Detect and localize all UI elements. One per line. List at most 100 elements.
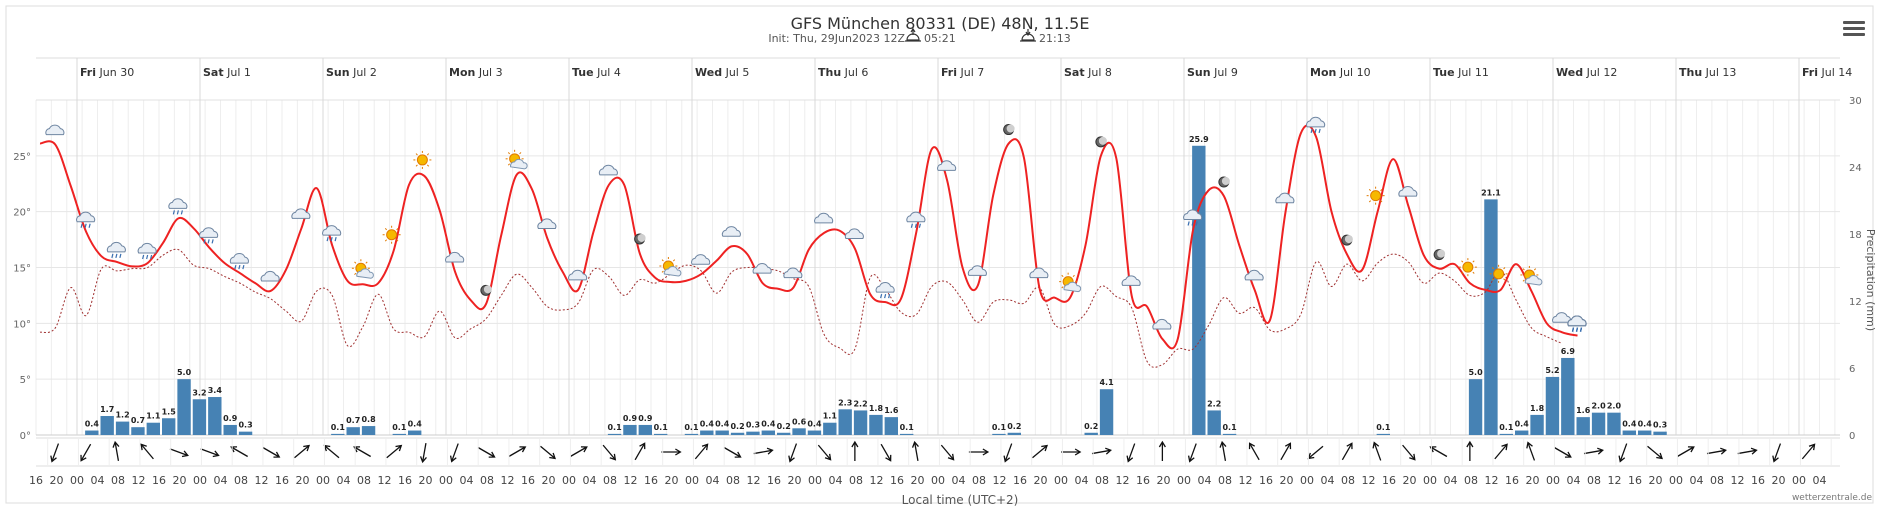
hour-label: 04	[214, 474, 228, 487]
hour-label: 12	[501, 474, 515, 487]
precip-bar	[1607, 412, 1621, 435]
cloud-icon	[1121, 275, 1141, 286]
wind-arrow	[449, 443, 459, 463]
weather-icons	[45, 116, 1587, 332]
hour-label: 12	[1485, 474, 1499, 487]
precip-label: 0.4	[1638, 420, 1653, 429]
precip-bar	[1376, 433, 1390, 435]
precip-bar	[869, 414, 883, 435]
hour-label: 20	[1157, 474, 1171, 487]
y-right-tick: 6	[1849, 364, 1855, 375]
day-label: Fri Jul 14	[1802, 66, 1852, 79]
cloud-rain-icon	[106, 241, 126, 259]
cloud-icon	[568, 269, 588, 281]
cloud-icon	[291, 208, 311, 219]
cloud-icon	[445, 251, 465, 263]
precip-bar	[361, 426, 376, 435]
hour-label: 12	[132, 474, 146, 487]
hour-label: 20	[296, 474, 310, 487]
hamburger-menu-button[interactable]	[1843, 18, 1865, 40]
day-label: Tue Jul 11	[1433, 66, 1489, 79]
precip-bar	[238, 431, 253, 435]
precip-label: 0.1	[684, 423, 699, 432]
wind-arrow	[1554, 446, 1572, 458]
hour-label: 16	[890, 474, 904, 487]
precip-label: 1.8	[1530, 404, 1545, 413]
y-left-tick: 15°	[13, 264, 31, 275]
precip-label: 0.4	[85, 420, 100, 429]
cloud-icon	[1244, 269, 1264, 281]
precip-label: 6.9	[1561, 347, 1576, 356]
day-label: Thu Jul 6	[818, 66, 868, 79]
wind-arrow	[1032, 444, 1049, 459]
hour-label: 00	[685, 474, 699, 487]
wind-arrow	[1280, 442, 1292, 461]
precip-label: 0.1	[1499, 423, 1514, 432]
cloud-icon	[260, 270, 280, 282]
wind-arrow	[880, 443, 892, 462]
hour-label: 20	[50, 474, 64, 487]
wind-arrow	[940, 444, 955, 461]
precip-bar	[638, 424, 652, 435]
hour-label: 00	[70, 474, 84, 487]
precip-label: 0.2	[730, 422, 744, 431]
precip-label: 0.2	[1084, 422, 1098, 431]
hour-label: 08	[1587, 474, 1601, 487]
wind-arrow	[911, 440, 919, 461]
precip-bar	[162, 418, 176, 435]
sun-cloud-icon	[505, 149, 528, 170]
precip-bar	[115, 421, 130, 435]
precip-bar	[777, 432, 791, 435]
wind-arrow	[50, 443, 60, 463]
cloud-icon	[691, 254, 711, 265]
precip-label: 0.6	[792, 417, 807, 426]
wind-arrow	[661, 448, 682, 456]
hour-label: 00	[1177, 474, 1191, 487]
hour-label: 16	[275, 474, 289, 487]
y-axis-right: 0 6 12 18 24 30	[1849, 96, 1862, 442]
wind-arrow	[112, 440, 120, 461]
precip-label: 0.4	[807, 420, 822, 429]
precip-label: 0.2	[777, 422, 791, 431]
wind-arrow	[1801, 443, 1816, 460]
precip-bar	[1222, 433, 1237, 435]
hour-label: 04	[337, 474, 351, 487]
precip-label: 0.4	[1622, 420, 1637, 429]
hour-label: 00	[1546, 474, 1560, 487]
wind-arrow	[1583, 447, 1604, 455]
precip-label: 0.7	[346, 416, 360, 425]
cloud-icon	[1275, 192, 1295, 204]
hour-label: 08	[111, 474, 125, 487]
hour-label: 08	[1710, 474, 1724, 487]
precip-bar	[1084, 432, 1098, 435]
cloud-rain-icon	[229, 253, 249, 270]
wind-arrow	[200, 448, 220, 458]
hour-label: 04	[1321, 474, 1335, 487]
wind-arrow	[508, 446, 527, 458]
cloud-rain-icon	[906, 211, 926, 228]
precip-bar	[346, 427, 360, 435]
hour-label: 16	[1013, 474, 1027, 487]
precip-bar	[746, 431, 760, 435]
init-time: Init: Thu, 29Jun2023 12Z	[768, 32, 905, 45]
precip-label: 1.6	[884, 406, 899, 415]
moon-icon	[1095, 136, 1107, 148]
hour-label: 20	[1526, 474, 1540, 487]
hour-label: 20	[1649, 474, 1663, 487]
wind-arrow	[1091, 447, 1112, 455]
hour-label: 16	[1136, 474, 1150, 487]
precip-bar	[1530, 414, 1544, 435]
hour-label: 04	[1567, 474, 1581, 487]
hour-label: 08	[849, 474, 863, 487]
precip-bar	[700, 430, 714, 435]
moon-icon	[634, 233, 646, 245]
credit: wetterzentrale.de	[1792, 493, 1873, 503]
hour-label: 12	[1608, 474, 1622, 487]
hour-label: 04	[1444, 474, 1458, 487]
hour-label: 00	[808, 474, 822, 487]
y-right-label: Precipitation (mm)	[1864, 229, 1877, 331]
wind-arrow	[1402, 444, 1416, 461]
cloud-icon	[598, 164, 618, 176]
hour-label: 12	[378, 474, 392, 487]
